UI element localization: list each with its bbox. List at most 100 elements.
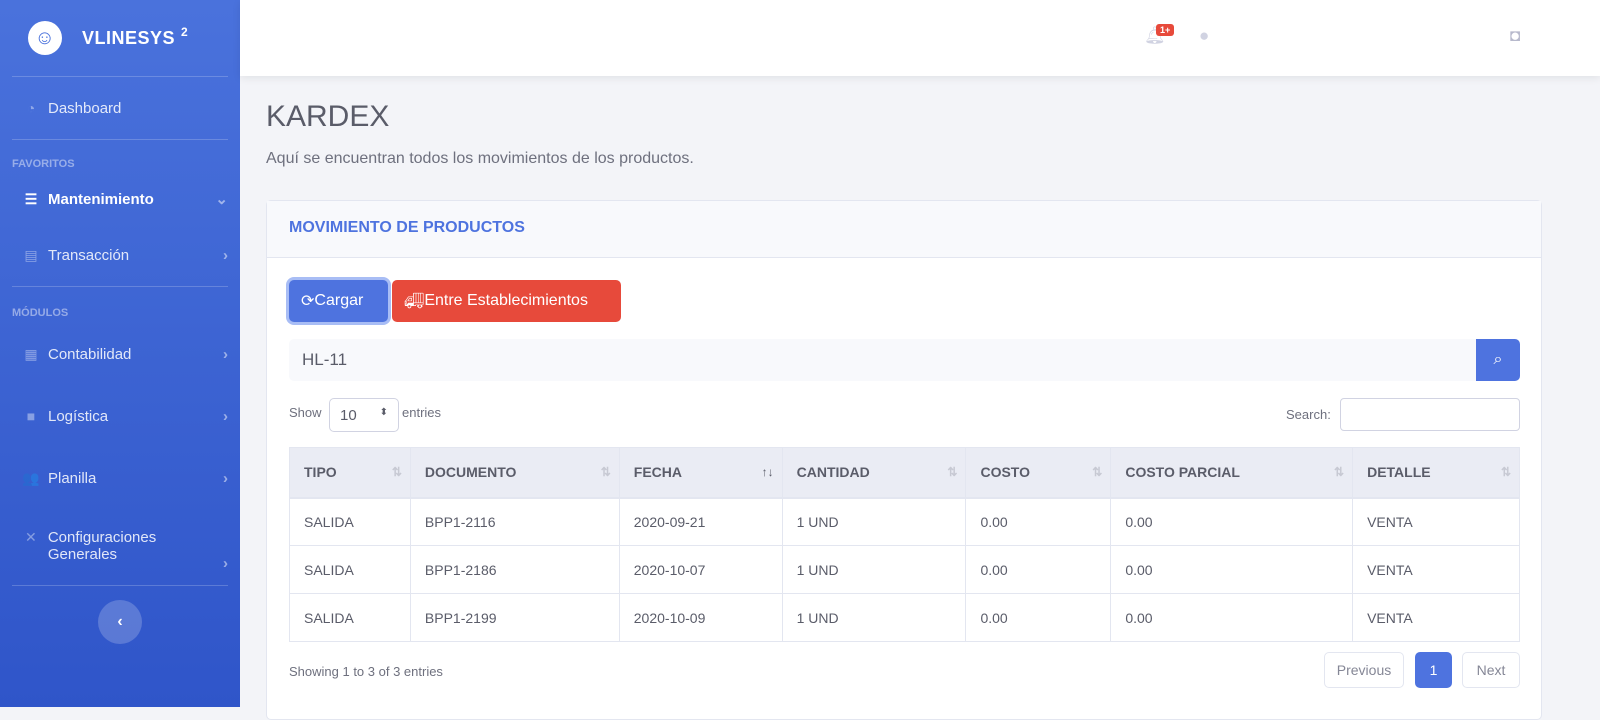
sidebar-item-logistica[interactable]: ■ Logística ›	[0, 385, 240, 447]
search-icon: ⌕	[1493, 351, 1503, 368]
sort-icon: ⇅	[391, 465, 402, 479]
column-label: CANTIDAD	[796, 464, 870, 481]
sidebar-item-contabilidad[interactable]: ▦ Contabilidad ›	[0, 323, 240, 385]
product-search-input[interactable]: HL-11	[302, 350, 348, 369]
chevron-right-icon: ›	[223, 407, 228, 425]
table-cell: VENTA	[1352, 593, 1520, 642]
show-label: Show	[289, 405, 322, 420]
movements-card: MOVIMIENTO DE PRODUCTOS ⟳ Cargar 🚚︎ Entre …	[266, 200, 1542, 720]
table-search-input[interactable]	[1340, 398, 1520, 431]
table-row: SALIDA BPP1-2186 2020-10-07 1 UND 0.00 0.00 VE…	[289, 545, 1520, 594]
label: Cargar	[314, 292, 364, 309]
table-cell: BPP1-2186	[409, 545, 620, 594]
chevron-right-icon: ›	[223, 345, 228, 363]
page-1-button[interactable]: 1	[1415, 652, 1452, 688]
table-cell: 1 UND	[781, 593, 967, 642]
chat-icon[interactable]: ●	[1199, 26, 1210, 45]
column-label: COSTO	[980, 464, 1030, 481]
sidebar-item-dashboard[interactable]: ◔ Dashboard	[0, 77, 240, 139]
label: Configuraciones Generales	[47, 529, 157, 563]
table-cell: SALIDA	[289, 593, 411, 642]
column-header[interactable]: TIPO ⇅	[289, 447, 411, 499]
page-size-select[interactable]: 10 ⬍	[329, 398, 399, 432]
cargar-button[interactable]: ⟳ Cargar	[289, 280, 388, 322]
table-cell: 2020-10-09	[618, 593, 783, 642]
chevron-down-icon: ⌄	[215, 191, 228, 208]
tools-icon: ✕	[25, 529, 37, 545]
chevron-right-icon: ›	[223, 469, 228, 487]
search-label: Search:	[1286, 407, 1331, 422]
table-cell: 0.00	[1110, 593, 1354, 642]
label: Logística	[48, 407, 109, 425]
table-row: SALIDA BPP1-2199 2020-10-09 1 UND 0.00 0.00 VE…	[289, 593, 1520, 642]
table-cell: 0.00	[965, 497, 1112, 546]
chevron-right-icon: ›	[223, 246, 228, 264]
previous-button[interactable]: Previous	[1324, 652, 1404, 688]
brand[interactable]: ☺ VLINESYS 2	[0, 0, 240, 76]
divider	[12, 585, 228, 586]
table-row: SALIDA BPP1-2116 2020-09-21 1 UND 0.00 0.00 VE…	[289, 497, 1520, 546]
column-header[interactable]: CANTIDAD ⇅	[781, 447, 967, 499]
label: Mantenimiento	[48, 190, 154, 208]
search-button[interactable]: ⌕	[1476, 339, 1520, 381]
column-header[interactable]: DOCUMENTO ⇅	[409, 447, 620, 499]
table-cell: 2020-10-07	[618, 545, 783, 594]
next-button[interactable]: Next	[1462, 652, 1520, 688]
list-check-icon: ☰	[24, 190, 38, 207]
section-heading: MÓDULOS	[12, 307, 69, 319]
refresh-icon: ⟳	[301, 293, 315, 310]
column-header[interactable]: FECHA ↑↓	[618, 447, 783, 499]
label: Transacción	[48, 246, 130, 264]
sidebar-item-mantenimiento[interactable]: ☰ Mantenimiento ⌄	[0, 174, 240, 224]
people-icon: 👥	[22, 469, 40, 486]
column-label: DETALLE	[1367, 464, 1431, 481]
table-cell: SALIDA	[289, 497, 411, 546]
sort-icon: ⇅	[1500, 465, 1511, 479]
section-heading: FAVORITOS	[12, 158, 75, 170]
divider	[12, 139, 228, 140]
brand-name: VLINESYS	[82, 27, 176, 48]
sort-icon: ⇅	[1092, 465, 1103, 479]
label: Entre Establecimientos	[424, 292, 588, 309]
label: Planilla	[48, 469, 97, 487]
sidebar: ☺ VLINESYS 2 ◔ Dashboard FAVORITOS ☰ Manten…	[0, 0, 240, 707]
table-cell: VENTA	[1352, 497, 1520, 546]
sidebar-item-configuraciones[interactable]: ✕ Configuraciones Generales ›	[0, 509, 240, 585]
cash-register-icon: ▤	[24, 246, 38, 263]
brand-sup: 2	[181, 25, 189, 39]
sort-icon: ↑↓	[761, 465, 774, 479]
column-label: TIPO	[304, 464, 337, 481]
entre-establecimientos-button[interactable]: 🚚︎ Entre Establecimientos	[392, 280, 621, 322]
column-header[interactable]: COSTO ⇅	[965, 447, 1112, 499]
entries-label: entries	[402, 405, 442, 420]
column-header[interactable]: COSTO PARCIAL ⇅	[1110, 447, 1354, 499]
topbar: 🔔︎ 1+ ● ◘	[240, 0, 1600, 76]
value: 10	[340, 407, 357, 424]
product-search[interactable]: HL-11 ⌕	[289, 339, 1520, 381]
table-cell: BPP1-2199	[409, 593, 620, 642]
chevron-right-icon: ›	[223, 555, 228, 572]
column-label: COSTO PARCIAL	[1125, 464, 1240, 481]
label: Contabilidad	[48, 345, 132, 363]
kardex-table: TIPO ⇅ DOCUMENTO ⇅ FECHA ↑↓ CANTIDAD ⇅ COSTO ⇅ COS…	[289, 447, 1520, 642]
sort-icon: ⇅	[947, 465, 958, 479]
calculator-icon: ▦	[24, 345, 38, 362]
sidebar-toggle-button[interactable]: ‹	[98, 600, 142, 644]
bell-icon[interactable]: 🔔︎ 1+	[1144, 24, 1175, 46]
table-cell: BPP1-2116	[409, 497, 620, 546]
column-header[interactable]: DETALLE ⇅	[1352, 447, 1520, 499]
table-cell: VENTA	[1352, 545, 1520, 594]
label: Dashboard	[48, 99, 122, 117]
table-cell: 2020-09-21	[618, 497, 783, 546]
user-avatar-icon[interactable]: ◘	[1510, 26, 1521, 45]
column-label: DOCUMENTO	[424, 464, 517, 481]
gauge-icon: ◔	[26, 100, 36, 116]
table-cell: 0.00	[1110, 497, 1354, 546]
sidebar-item-transaccion[interactable]: ▤ Transacción ›	[0, 224, 240, 286]
sidebar-item-planilla[interactable]: 👥 Planilla ›	[0, 447, 240, 509]
divider	[12, 76, 228, 77]
card-title: MOVIMIENTO DE PRODUCTOS	[267, 201, 1541, 258]
sort-arrows-icon: ⬍	[379, 407, 388, 418]
sort-icon: ⇅	[600, 465, 611, 479]
logo-icon: ☺	[28, 21, 62, 55]
